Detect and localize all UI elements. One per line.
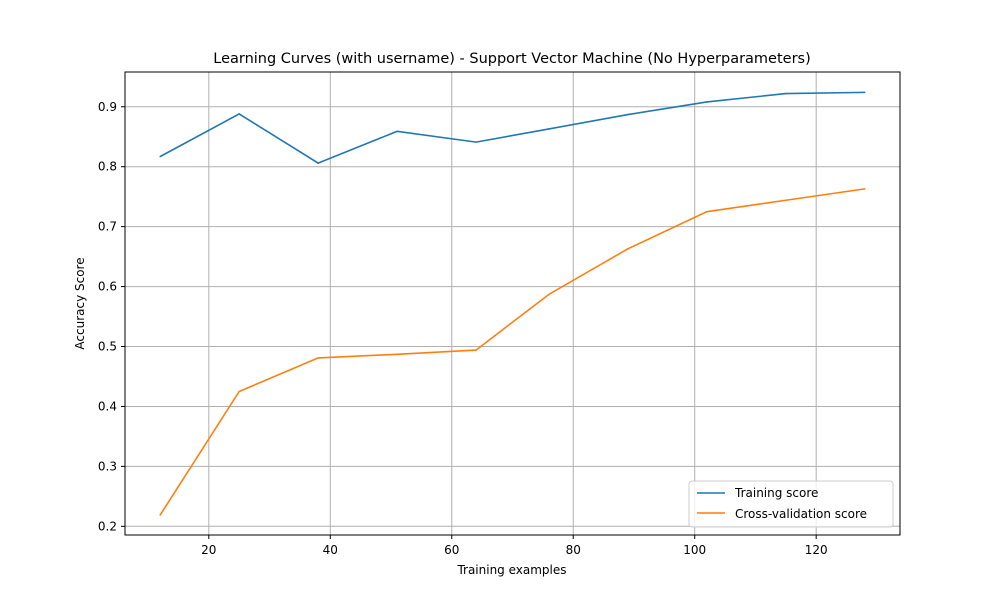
data-point <box>396 130 398 133</box>
x-tick-label: 40 <box>323 543 338 557</box>
legend-label-cross-validation: Cross-validation score <box>735 507 867 521</box>
data-point <box>548 128 550 130</box>
tick-layer: 20 40 60 80 100 120 0.2 0.3 0.4 0.5 0.6 0.7 0.8 0.9 <box>98 100 828 557</box>
legend: Training score Cross-validation score <box>688 480 894 528</box>
data-point <box>863 188 866 190</box>
series-line-training-score <box>159 91 865 164</box>
data-point <box>785 199 787 202</box>
data-point <box>475 141 477 143</box>
x-tick-label: 100 <box>683 543 706 557</box>
data-point <box>159 514 162 516</box>
data-point <box>238 390 240 393</box>
plot-area-frame <box>124 71 901 536</box>
data-point <box>396 353 398 356</box>
data-point <box>706 101 708 103</box>
data-point <box>785 92 787 95</box>
data-point <box>159 155 162 158</box>
data-point <box>238 113 240 115</box>
y-tick-label: 0.4 <box>98 399 117 413</box>
chart-title: Learning Curves (with username) - Suppor… <box>213 51 811 67</box>
y-tick-label: 0.2 <box>98 519 117 533</box>
data-point <box>317 357 319 359</box>
x-tick-label: 60 <box>444 543 459 557</box>
data-point <box>627 248 629 250</box>
data-point <box>475 349 477 351</box>
grid-layer <box>125 72 900 535</box>
data-point <box>627 113 629 116</box>
x-axis-label: Training examples <box>456 563 566 577</box>
legend-box <box>688 480 894 528</box>
x-tick-label: 80 <box>566 543 581 557</box>
y-tick-label: 0.6 <box>98 280 117 294</box>
y-axis-label: Accuracy Score <box>73 257 87 349</box>
data-point <box>548 293 550 296</box>
data-point <box>317 162 319 164</box>
y-tick-label: 0.9 <box>98 100 117 114</box>
series-line-cross-validation-score <box>159 188 865 516</box>
y-tick-label: 0.5 <box>98 340 117 354</box>
data-point <box>706 210 708 213</box>
y-tick-label: 0.3 <box>98 459 117 473</box>
x-tick-label: 120 <box>805 543 828 557</box>
y-tick-label: 0.7 <box>98 220 117 234</box>
legend-label-training: Training score <box>734 486 818 500</box>
data-point <box>863 91 866 94</box>
y-tick-label: 0.8 <box>98 160 117 174</box>
series-layer <box>159 91 866 516</box>
x-tick-label: 20 <box>201 543 216 557</box>
